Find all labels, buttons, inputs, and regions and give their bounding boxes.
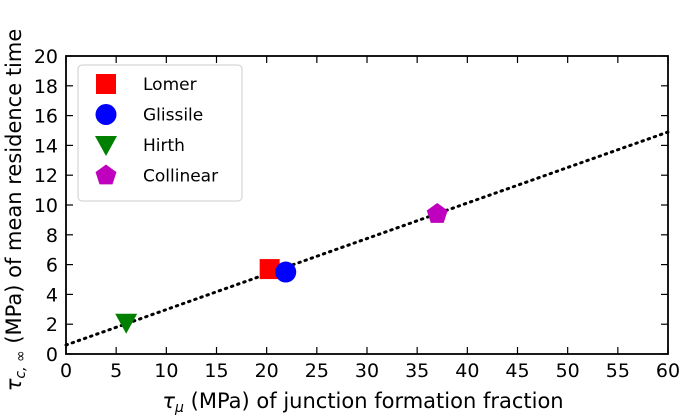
y-axis-label-symbol: τ <box>2 378 26 391</box>
x-tick-label: 50 <box>556 360 580 382</box>
x-tick-label: 10 <box>154 360 178 382</box>
x-tick-label: 55 <box>606 360 630 382</box>
y-tick-label: 6 <box>46 255 58 277</box>
legend-box <box>77 64 243 202</box>
x-tick-label: 30 <box>355 360 379 382</box>
y-tick-label: 12 <box>34 165 58 187</box>
x-axis-label: τμ (MPa) of junction formation fraction <box>162 389 563 416</box>
x-tick-label: 35 <box>405 360 429 382</box>
legend-marker-glissile <box>95 104 117 125</box>
fit-line <box>64 130 670 347</box>
legend: Lomer Glissile Hirth Collinear <box>77 64 243 202</box>
legend-label-lomer: Lomer <box>143 75 197 95</box>
legend-marker-lomer <box>96 74 116 94</box>
y-tick-label: 10 <box>34 195 58 217</box>
y-tick-label: 14 <box>34 135 58 157</box>
x-axis-label-text: (MPa) of junction formation fraction <box>184 389 564 413</box>
y-axis-label-subscript: c, ∞ <box>13 350 29 378</box>
x-tick-label: 40 <box>455 360 479 382</box>
y-axis-label-text: (MPa) of mean residence time <box>2 29 26 351</box>
x-tick-label: 45 <box>505 360 529 382</box>
y-tick-label: 8 <box>46 225 58 247</box>
data-point-hirth <box>115 313 138 334</box>
x-tick-label: 15 <box>204 360 228 382</box>
y-tick-label: 0 <box>46 344 58 366</box>
legend-label-collinear: Collinear <box>143 167 218 187</box>
legend-marker-collinear <box>95 164 117 185</box>
data-point-glissile <box>275 261 297 283</box>
x-tick-label: 20 <box>255 360 279 382</box>
x-axis-label-subscript: μ <box>174 400 184 416</box>
x-tick-label: 0 <box>60 360 72 382</box>
legend-marker-hirth <box>95 136 117 156</box>
x-tick-label: 60 <box>656 360 680 382</box>
legend-label-hirth: Hirth <box>143 136 185 156</box>
y-axis-label: τc, ∞ (MPa) of mean residence time <box>2 29 29 392</box>
data-point-lomer <box>259 259 280 280</box>
x-axis-label-symbol: τ <box>162 389 175 413</box>
data-point-collinear <box>426 202 448 223</box>
y-tick-label: 18 <box>34 76 58 98</box>
y-tick-label: 20 <box>34 46 58 68</box>
y-tick-label: 16 <box>34 106 58 128</box>
y-tick-label: 4 <box>46 284 58 306</box>
y-tick-label: 2 <box>46 314 58 336</box>
legend-label-glissile: Glissile <box>143 106 203 126</box>
x-tick-label: 25 <box>305 360 329 382</box>
x-tick-label: 5 <box>110 360 122 382</box>
